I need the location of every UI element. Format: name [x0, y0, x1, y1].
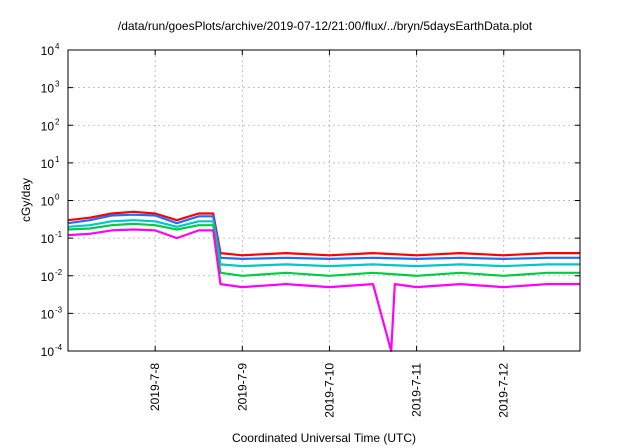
- series-line-2: [67, 213, 580, 260]
- y-tick-label: 10: [41, 307, 55, 321]
- x-tick-label: 2019-7-9: [235, 363, 249, 411]
- series-line-3: [67, 219, 580, 268]
- x-tick-label: 2019-7-8: [148, 363, 162, 411]
- y-tick-exponent: 2: [55, 117, 60, 126]
- y-tick-exponent: -4: [55, 343, 63, 352]
- x-tick-label: 2019-7-11: [410, 363, 424, 417]
- series-group: [67, 210, 580, 353]
- series-line-4: [67, 222, 580, 277]
- y-tick-label: 10: [41, 119, 55, 133]
- y-axis-label: cGy/day: [19, 178, 33, 222]
- y-tick-exponent: -2: [55, 268, 63, 277]
- y-tick-exponent: 1: [55, 155, 60, 164]
- y-tick-exponent: -1: [55, 230, 63, 239]
- y-tick-exponent: 4: [55, 42, 60, 51]
- y-tick-exponent: -3: [55, 305, 63, 314]
- x-axis-ticks: 2019-7-8 2019-7-9 2019-7-10 2019-7-11 2019-7…: [148, 50, 511, 418]
- x-axis-label: Coordinated Universal Time (UTC): [232, 431, 416, 445]
- y-tick-label: 10: [41, 232, 55, 246]
- y-tick-label: 10: [41, 345, 55, 359]
- y-tick-label: 10: [41, 157, 55, 171]
- series-line-5: [67, 228, 580, 353]
- y-tick-label: 10: [41, 82, 55, 96]
- x-tick-label: 2019-7-10: [322, 363, 336, 418]
- y-tick-exponent: 3: [55, 80, 60, 89]
- y-tick-label: 10: [41, 44, 55, 58]
- y-tick-exponent: 0: [55, 193, 60, 202]
- series-line-1: [67, 210, 580, 257]
- y-tick-label: 10: [41, 270, 55, 284]
- y-tick-label: 10: [41, 195, 55, 209]
- x-tick-label: 2019-7-12: [497, 363, 511, 418]
- grid: [68, 50, 580, 351]
- chart-title: /data/run/goesPlots/archive/2019-07-12/2…: [118, 19, 533, 33]
